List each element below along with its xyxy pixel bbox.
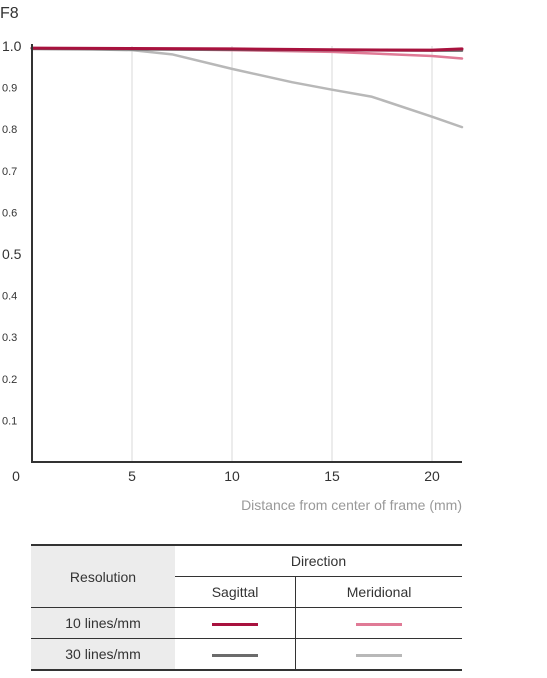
y-tick-label: 0.9	[2, 83, 17, 95]
y-tick-label: 0.6	[2, 207, 17, 219]
grid	[131, 46, 433, 462]
y-axis-ticks: 0.1 0.2 0.3 0.4 0.5 0.6 0.7 0.8 0.9 1.0	[2, 38, 22, 427]
y-tick-label: 0.8	[2, 124, 17, 136]
sagittal-swatch	[212, 653, 259, 657]
y-tick-label: 0.5	[2, 246, 22, 262]
y-tick-label: 0.3	[2, 332, 17, 344]
x-tick-label: 5	[128, 468, 136, 484]
x-tick-label: 0	[12, 468, 20, 484]
axes	[31, 44, 462, 463]
x-axis-ticks: 0 5 10 15 20	[12, 468, 440, 484]
legend-row: 10 lines/mm	[31, 607, 462, 639]
legend-row-label: 10 lines/mm	[31, 607, 175, 639]
meridional-swatch	[356, 653, 403, 657]
direction-header: Direction	[175, 544, 462, 577]
y-tick-label: 0.4	[2, 291, 17, 303]
y-tick-label: 0.7	[2, 166, 17, 178]
y-tick-label: 0.1	[2, 415, 17, 427]
legend-row-label: 30 lines/mm	[31, 638, 175, 671]
legend-row: 30 lines/mm	[31, 638, 462, 671]
x-tick-label: 10	[224, 468, 240, 484]
y-tick-label: 0.2	[2, 374, 17, 386]
x-tick-label: 20	[424, 468, 440, 484]
legend-table: Resolution Direction Sagittal Meridional…	[31, 544, 462, 671]
x-tick-label: 15	[324, 468, 340, 484]
chart-title: F8	[0, 5, 19, 22]
series-line	[30, 47, 464, 129]
meridional-swatch	[356, 622, 403, 626]
x-axis-label: Distance from center of frame (mm)	[241, 497, 462, 513]
sagittal-header: Sagittal	[175, 576, 297, 608]
mtf-chart: F8 0.1 0.2 0.3 0.4 0.5 0.6 0.7 0.8 0.9 1.0 0 5 10 15…	[0, 5, 464, 513]
y-tick-label: 1.0	[2, 38, 22, 54]
sagittal-swatch	[212, 622, 259, 626]
meridional-header: Meridional	[346, 584, 412, 600]
series-line	[30, 46, 464, 52]
resolution-header: Resolution	[31, 544, 175, 608]
series-lines	[30, 46, 464, 129]
